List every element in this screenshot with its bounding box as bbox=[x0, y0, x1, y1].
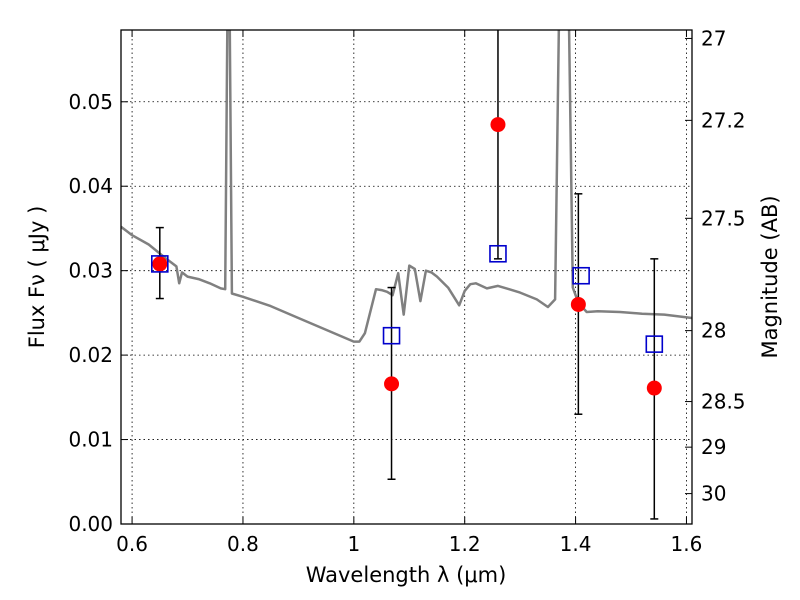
y-right-tick-label: 27.2 bbox=[701, 108, 746, 132]
x-tick-label: 1 bbox=[347, 532, 360, 556]
model-points bbox=[151, 244, 664, 353]
y-axis-right-label: Magnitude (AB) bbox=[758, 195, 782, 358]
observed-point bbox=[384, 376, 400, 392]
y-tick-label: 0.04 bbox=[68, 174, 113, 198]
x-tick-label: 0.6 bbox=[116, 532, 148, 556]
model-point bbox=[645, 335, 664, 353]
x-axis-label: Wavelength λ (μm) bbox=[306, 563, 507, 587]
y-tick-label: 0.02 bbox=[68, 343, 113, 367]
axis-ticks: 0.6 0.8 1 1.2 1.4 1.6 0.00 0.01 0.02 0.03 0.04 0.05… bbox=[68, 26, 745, 556]
template-spectrum bbox=[121, 30, 692, 343]
plot-area bbox=[121, 30, 692, 524]
y-right-tick-label: 27.5 bbox=[701, 206, 746, 230]
observed-point bbox=[490, 117, 506, 133]
y-right-tick-label: 30 bbox=[701, 482, 726, 506]
observed-point bbox=[152, 256, 168, 272]
template-line bbox=[121, 30, 692, 343]
model-point bbox=[572, 266, 590, 285]
y-axis-label: Flux Fν ( μJy ) bbox=[25, 206, 49, 349]
y-right-tick-label: 27 bbox=[701, 26, 726, 50]
observed-point bbox=[570, 296, 586, 312]
y-tick-label: 0.00 bbox=[68, 512, 113, 536]
x-tick-label: 1.2 bbox=[449, 532, 481, 556]
model-point bbox=[382, 326, 401, 345]
x-tick-label: 1.4 bbox=[560, 532, 592, 556]
model-point bbox=[489, 244, 507, 263]
observed-point bbox=[646, 380, 662, 396]
y-right-tick-label: 28 bbox=[701, 319, 726, 343]
model-point bbox=[151, 255, 169, 273]
y-right-tick-label: 28.5 bbox=[701, 390, 746, 414]
y-tick-label: 0.01 bbox=[68, 428, 113, 452]
y-tick-label: 0.05 bbox=[68, 90, 113, 114]
x-tick-label: 1.6 bbox=[671, 532, 703, 556]
y-right-tick-label: 29 bbox=[701, 435, 726, 459]
plot-frame bbox=[120, 29, 693, 525]
x-tick-label: 0.8 bbox=[227, 532, 259, 556]
observed-points bbox=[152, 117, 662, 396]
y-tick-label: 0.03 bbox=[68, 259, 113, 283]
